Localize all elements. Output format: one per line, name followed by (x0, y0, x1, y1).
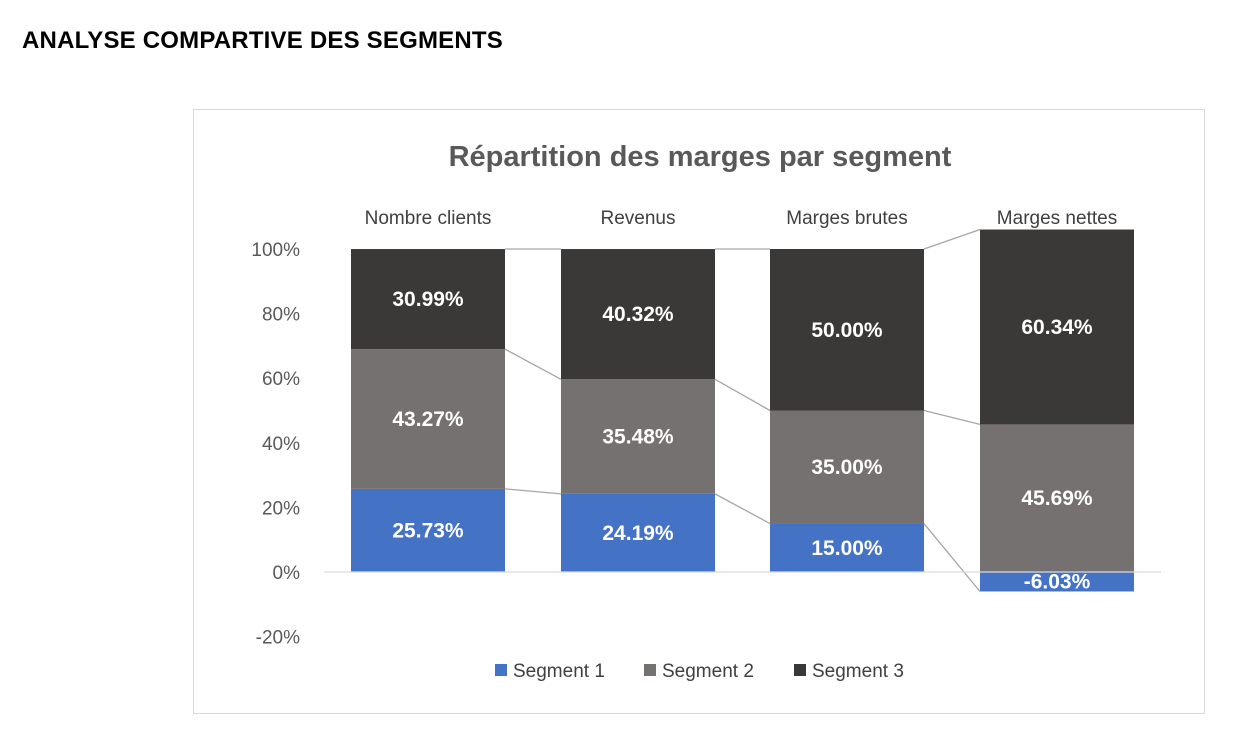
data-label: 35.48% (602, 426, 674, 449)
stacked-bar-chart: Répartition des marges par segment 100% 8… (251, 141, 1161, 682)
legend-label[interactable]: Segment 2 (662, 661, 754, 682)
category-label: Revenus (601, 208, 676, 229)
chart-area[interactable]: Répartition des marges par segment 100% 8… (193, 109, 1205, 714)
bar-3-4[interactable] (980, 229, 1134, 425)
data-label: 30.99% (392, 288, 464, 311)
y-tick-label: 60% (262, 369, 300, 390)
bar-2-2[interactable] (561, 379, 715, 494)
legend-swatch-3 (794, 664, 806, 676)
page-title: ANALYSE COMPARTIVE DES SEGMENTS (22, 27, 503, 54)
data-label: 43.27% (392, 408, 464, 431)
chart-title: Répartition des marges par segment (449, 141, 952, 173)
category-label: Nombre clients (365, 208, 492, 229)
bar-3-3[interactable] (770, 249, 924, 411)
y-tick-label: 100% (251, 240, 300, 261)
data-label: 25.73% (392, 519, 464, 542)
data-label: 24.19% (602, 522, 674, 545)
bar-2-3[interactable] (770, 410, 924, 524)
legend-label[interactable]: Segment 3 (812, 661, 904, 682)
y-tick-label: 40% (262, 434, 300, 455)
data-label: 45.69% (1021, 487, 1093, 510)
data-label: 60.34% (1021, 316, 1093, 339)
bar-2-1[interactable] (351, 349, 505, 489)
series-line-2-1 (504, 348, 562, 380)
bar-1-3[interactable] (770, 523, 924, 572)
series-line-2-3 (923, 409, 981, 426)
legend-swatch-1 (495, 664, 507, 676)
data-label: 15.00% (811, 537, 883, 560)
series-line-1-1 (504, 488, 562, 495)
data-label: -6.03% (1024, 571, 1091, 594)
y-tick-label: 80% (262, 305, 300, 326)
y-tick-label: 20% (262, 498, 300, 519)
bar-2-4[interactable] (980, 424, 1134, 572)
bar-1-2[interactable] (561, 493, 715, 572)
series-line-3-3 (923, 228, 981, 250)
y-tick-label: -20% (256, 628, 300, 649)
category-label: Marges nettes (997, 208, 1117, 229)
bar-1-1[interactable] (351, 488, 505, 572)
bar-3-1[interactable] (351, 249, 505, 350)
data-label: 50.00% (811, 319, 883, 342)
legend-label[interactable]: Segment 1 (513, 661, 605, 682)
bar-1-4[interactable] (980, 572, 1134, 592)
series-line-1-3 (923, 523, 981, 592)
data-label: 35.00% (811, 456, 883, 479)
legend-swatch-2 (644, 664, 656, 676)
data-label: 40.32% (602, 303, 674, 326)
category-label: Marges brutes (786, 208, 907, 229)
series-line-1-2 (714, 493, 771, 525)
series-line-2-2 (714, 378, 771, 412)
bar-3-2[interactable] (561, 249, 715, 380)
y-tick-label: 0% (273, 563, 301, 584)
